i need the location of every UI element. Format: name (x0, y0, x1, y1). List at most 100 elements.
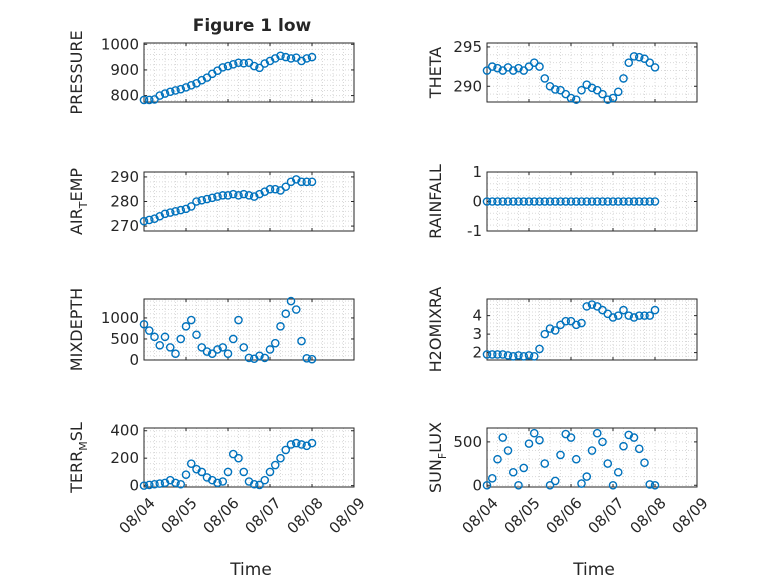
data-point (650, 480, 660, 490)
x-tick-label: 08/08 (626, 494, 669, 537)
x-axis-label-left: Time (229, 560, 272, 580)
data-point (487, 197, 497, 206)
data-point (508, 197, 518, 206)
y-axis-label: RAINFALL (426, 164, 445, 239)
data-point (550, 85, 560, 94)
data-point (608, 313, 618, 322)
data-point (577, 318, 586, 328)
data-point (582, 302, 592, 311)
data-point (234, 315, 243, 325)
data-point (619, 74, 628, 83)
data-point (276, 453, 285, 463)
data-point (186, 81, 196, 90)
x-tick-label: 08/09 (325, 494, 368, 537)
data-point (207, 349, 217, 358)
data-point (577, 197, 586, 206)
data-point (150, 479, 159, 489)
data-point (171, 349, 180, 358)
data-point (144, 480, 154, 490)
subplot-rainfall: -1 0 1 RAINFALL (426, 163, 698, 240)
data-point (487, 474, 497, 483)
y-axis-label: PRESSURE (67, 30, 86, 114)
y-tick-label: 270 (110, 217, 139, 235)
data-point (503, 351, 513, 360)
data-point (270, 460, 280, 470)
data-point (493, 454, 502, 464)
data-point (202, 194, 212, 204)
data-point (202, 347, 212, 356)
data-point (508, 66, 518, 75)
data-point (545, 480, 555, 490)
y-tick-label: 280 (110, 193, 139, 211)
data-point (181, 204, 191, 214)
y-axis-label: AIRTEMP (67, 168, 90, 235)
y-tick-label: 4 (472, 307, 482, 325)
data-point (223, 61, 233, 71)
data-point (297, 440, 306, 449)
data-point (249, 61, 259, 71)
y-tick-label: 500 (453, 433, 482, 451)
data-point (186, 459, 196, 468)
data-point (545, 197, 555, 206)
data-point (239, 343, 249, 352)
data-point (255, 351, 264, 361)
data-point (270, 184, 280, 194)
x-tick-label: 08/04 (115, 494, 158, 537)
data-point (587, 300, 597, 309)
subplot-theta: 290 295 THETA (426, 38, 698, 104)
y-tick-label: 1 (472, 163, 482, 181)
data-point (587, 197, 597, 206)
data-point (150, 332, 159, 342)
data-point (260, 187, 270, 196)
y-tick-label: 1000 (101, 309, 139, 327)
y-tick-label: 900 (110, 61, 139, 79)
data-point (265, 467, 275, 477)
y-tick-label: -1 (467, 222, 482, 240)
data-point (291, 53, 301, 62)
data-point (286, 440, 296, 449)
data-point (155, 479, 165, 488)
y-tick-label: 290 (453, 77, 482, 95)
data-point (171, 478, 180, 488)
data-point (207, 193, 217, 203)
data-point (160, 209, 170, 219)
data-point (160, 332, 170, 342)
data-point (276, 51, 285, 61)
data-point (186, 202, 196, 211)
data-point (244, 353, 254, 363)
data-point (482, 350, 492, 359)
x-tick-label: 08/06 (542, 494, 585, 537)
data-point (181, 470, 191, 479)
data-point (213, 478, 222, 488)
data-point (519, 352, 529, 361)
data-point (571, 454, 581, 464)
data-point (624, 58, 634, 67)
data-point (281, 309, 291, 319)
data-point (514, 197, 523, 206)
data-point (139, 481, 149, 490)
data-point (255, 480, 264, 490)
data-point (482, 480, 492, 490)
data-point (566, 433, 576, 442)
data-point (582, 197, 592, 206)
y-tick-label: 800 (110, 87, 139, 105)
x-tick-label: 08/05 (157, 494, 200, 537)
data-point (249, 192, 259, 201)
y-tick-label: 0 (129, 477, 139, 495)
x-tick-label: 08/07 (241, 494, 284, 537)
data-point (291, 175, 301, 184)
data-point (155, 91, 165, 100)
data-point (556, 197, 565, 206)
y-tick-label: 200 (110, 449, 139, 467)
axes-box (143, 427, 355, 488)
data-point (556, 450, 565, 460)
y-tick-label: 2 (472, 344, 482, 362)
data-point (540, 459, 550, 468)
subplot-air-temp: 270 280 290 AIRTEMP (67, 168, 355, 235)
data-point (566, 197, 576, 206)
data-point (493, 197, 502, 206)
data-point (540, 74, 550, 83)
data-point (150, 214, 159, 224)
